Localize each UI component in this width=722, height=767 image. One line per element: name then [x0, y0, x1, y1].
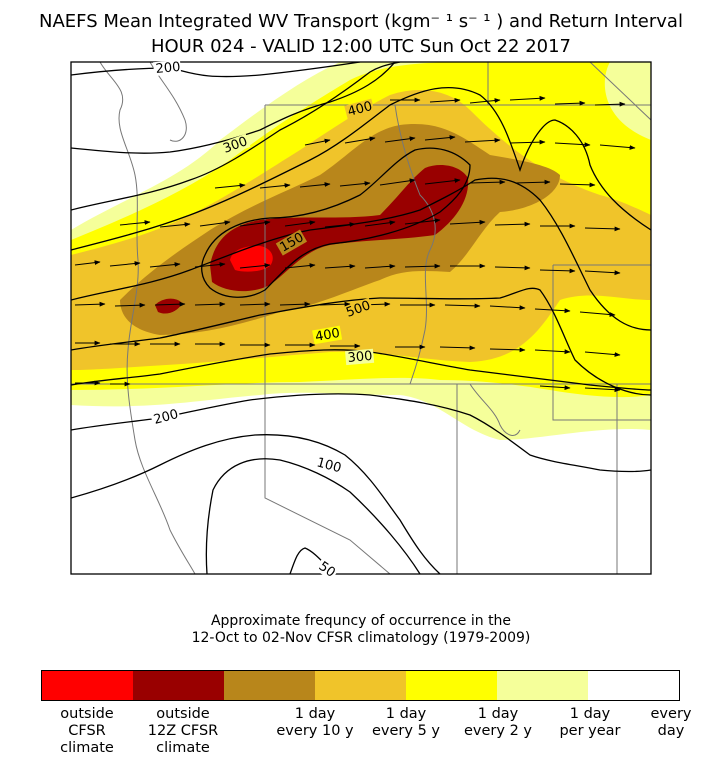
- map-frame: [70, 61, 652, 575]
- colorbar-label: every day: [650, 706, 692, 739]
- outside-12z-cfsr-climate: [210, 165, 469, 292]
- return-interval-colorbar: [41, 670, 680, 701]
- colorbar-label: 1 day per year: [559, 706, 621, 739]
- colorbar-label: 1 day every 5 y: [372, 706, 440, 739]
- contour-label: 100: [315, 455, 343, 476]
- colorbar-segment: [588, 671, 679, 700]
- contour-label: 300: [347, 349, 373, 366]
- contour-label: 400: [314, 326, 341, 345]
- map-title: NAEFS Mean Integrated WV Transport (kgm⁻…: [39, 11, 683, 32]
- legend-caption: Approximate frequncy of occurrence in th…: [210, 613, 512, 629]
- colorbar-segment: [497, 671, 588, 700]
- outside-12z-cfsr-climate-small: [155, 298, 182, 314]
- ivt-vectors: [74, 95, 636, 393]
- contour-labels: 200 300 400 150 500 400 300 200: [150, 59, 375, 581]
- colorbar-segment: [133, 671, 224, 700]
- colorbar-segment: [315, 671, 406, 700]
- contour-label: 200: [152, 407, 180, 428]
- contour-label: 400: [346, 99, 374, 120]
- colorbar-label: outside 12Z CFSR climate: [147, 706, 219, 756]
- ivt-map: 200 300 400 150 500 400 300 200: [70, 59, 652, 581]
- outside-cfsr-climate: [230, 245, 273, 272]
- colorbar-label: 1 day every 10 y: [276, 706, 354, 739]
- colorbar-segment: [406, 671, 497, 700]
- colorbar-segment: [224, 671, 315, 700]
- legend-caption-period: 12-Oct to 02-Nov CFSR climatology (1979-…: [191, 630, 531, 646]
- colorbar-segment: [42, 671, 133, 700]
- map-subtitle: HOUR 024 - VALID 12:00 UTC Sun Oct 22 20…: [150, 36, 572, 57]
- contour-label: 200: [155, 60, 181, 77]
- colorbar-label: 1 day every 2 y: [464, 706, 532, 739]
- colorbar-label: outside CFSR climate: [60, 706, 114, 756]
